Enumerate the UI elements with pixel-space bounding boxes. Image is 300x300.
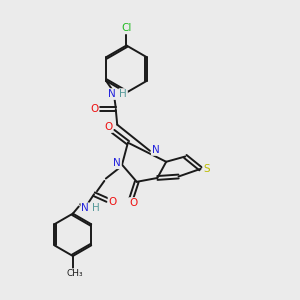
Text: H: H [92,203,100,213]
Text: N: N [108,89,116,99]
Text: O: O [130,198,138,208]
Text: N: N [113,158,121,168]
Text: CH₃: CH₃ [66,269,82,278]
Text: Cl: Cl [121,23,132,33]
Text: S: S [203,164,210,174]
Text: O: O [109,197,117,207]
Text: N: N [81,203,89,213]
Text: O: O [90,104,98,114]
Text: H: H [119,89,127,99]
Text: N: N [152,145,160,155]
Text: O: O [104,122,112,132]
